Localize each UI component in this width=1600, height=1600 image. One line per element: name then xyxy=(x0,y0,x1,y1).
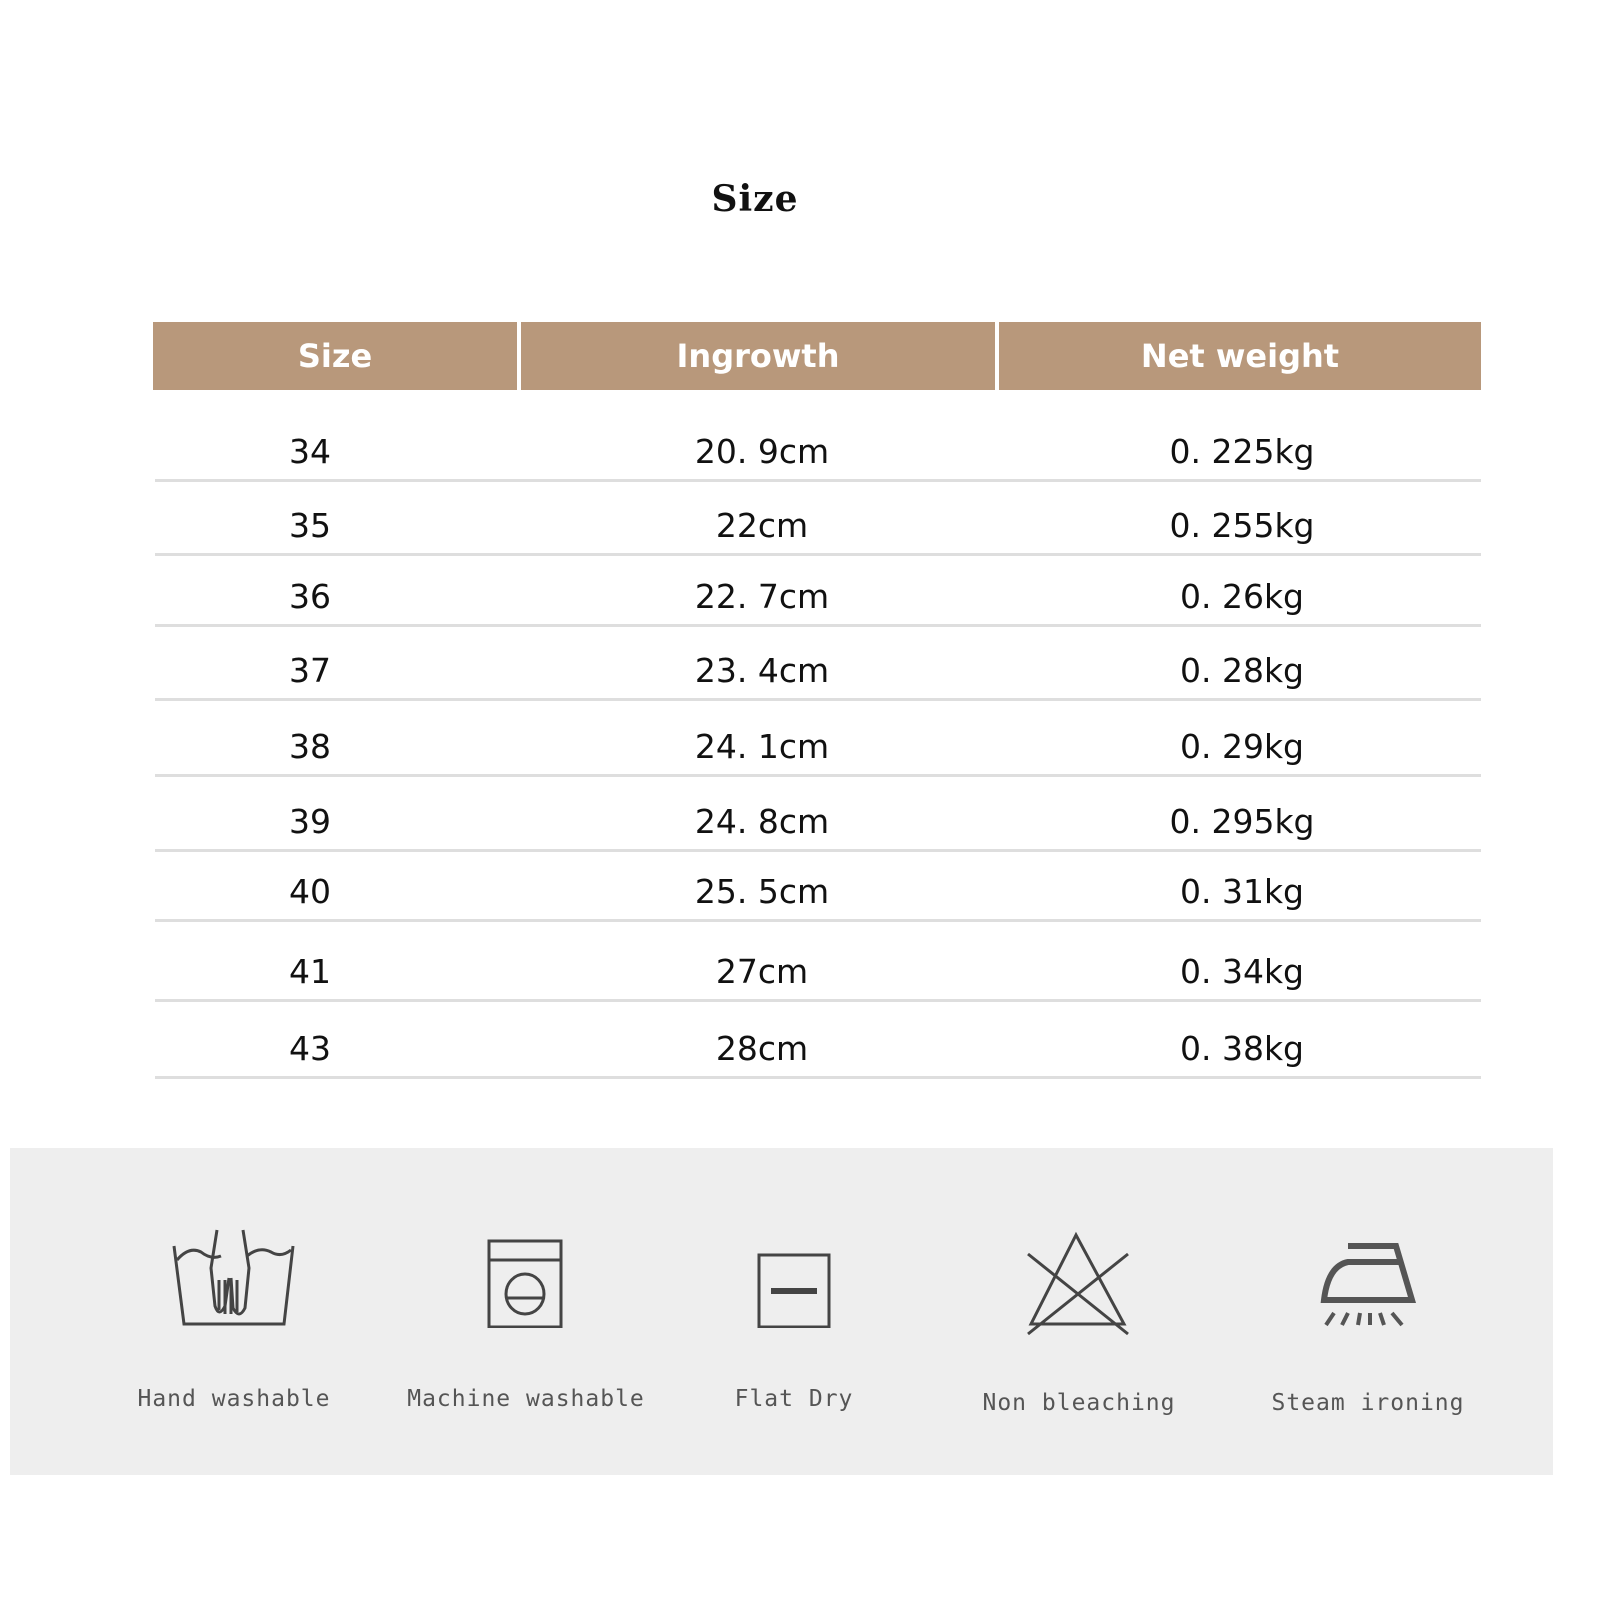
table-row: 40 25. 5cm 0. 31kg xyxy=(155,854,1481,922)
table-row: 34 20. 9cm 0. 225kg xyxy=(155,392,1481,482)
table-row: 38 24. 1cm 0. 29kg xyxy=(155,703,1481,777)
page-title: Size xyxy=(711,178,799,220)
cell-net-weight: 0. 28kg xyxy=(1179,651,1305,690)
cell-size: 38 xyxy=(289,727,331,766)
cell-size: 34 xyxy=(289,432,331,471)
care-label: Flat Dry xyxy=(734,1386,854,1412)
cell-size: 40 xyxy=(289,872,331,911)
cell-net-weight: 0. 31kg xyxy=(1179,872,1305,911)
steam-iron-icon xyxy=(1320,1243,1417,1327)
flat-dry-icon xyxy=(757,1253,831,1328)
table-row: 43 28cm 0. 38kg xyxy=(155,1004,1481,1079)
cell-net-weight: 0. 26kg xyxy=(1179,577,1305,616)
care-item-machine-wash: Machine washable xyxy=(376,1148,676,1475)
cell-net-weight: 0. 29kg xyxy=(1179,727,1305,766)
care-label: Non bleaching xyxy=(982,1390,1176,1416)
cell-net-weight: 0. 225kg xyxy=(1169,432,1315,471)
cell-ingrowth: 20. 9cm xyxy=(694,432,830,471)
care-item-flat-dry: Flat Dry xyxy=(644,1148,944,1475)
cell-net-weight: 0. 38kg xyxy=(1179,1029,1305,1068)
cell-ingrowth: 24. 1cm xyxy=(694,727,830,766)
cell-size: 41 xyxy=(289,952,331,991)
care-instructions-panel: Hand washable Machine washable Flat Dry … xyxy=(10,1148,1553,1475)
care-item-non-bleach: Non bleaching xyxy=(929,1148,1229,1475)
cell-net-weight: 0. 255kg xyxy=(1169,506,1315,545)
cell-net-weight: 0. 295kg xyxy=(1169,802,1315,841)
cell-ingrowth: 23. 4cm xyxy=(694,651,830,690)
care-label: Machine washable xyxy=(407,1386,645,1412)
table-row: 35 22cm 0. 255kg xyxy=(155,484,1481,556)
cell-size: 43 xyxy=(289,1029,331,1068)
cell-ingrowth: 27cm xyxy=(715,952,809,991)
care-item-hand-wash: Hand washable xyxy=(84,1148,384,1475)
care-item-steam-iron: Steam ironing xyxy=(1218,1148,1518,1475)
column-header-ingrowth: Ingrowth xyxy=(521,322,995,390)
cell-size: 35 xyxy=(289,506,331,545)
non-bleach-icon xyxy=(1027,1231,1129,1336)
care-label: Hand washable xyxy=(137,1386,331,1412)
cell-ingrowth: 22cm xyxy=(715,506,809,545)
machine-wash-icon xyxy=(487,1239,563,1328)
table-row: 41 27cm 0. 34kg xyxy=(155,924,1481,1002)
cell-ingrowth: 28cm xyxy=(715,1029,809,1068)
column-header-net-weight: Net weight xyxy=(999,322,1481,390)
care-label: Steam ironing xyxy=(1271,1390,1465,1416)
cell-size: 36 xyxy=(289,577,331,616)
cell-ingrowth: 22. 7cm xyxy=(694,577,830,616)
table-row: 37 23. 4cm 0. 28kg xyxy=(155,629,1481,701)
cell-ingrowth: 24. 8cm xyxy=(694,802,830,841)
cell-net-weight: 0. 34kg xyxy=(1179,952,1305,991)
column-header-size: Size xyxy=(153,322,517,390)
cell-size: 39 xyxy=(289,802,331,841)
cell-size: 37 xyxy=(289,651,331,690)
table-row: 36 22. 7cm 0. 26kg xyxy=(155,558,1481,627)
cell-ingrowth: 25. 5cm xyxy=(694,872,830,911)
hand-wash-icon xyxy=(172,1229,295,1326)
table-row: 39 24. 8cm 0. 295kg xyxy=(155,779,1481,852)
